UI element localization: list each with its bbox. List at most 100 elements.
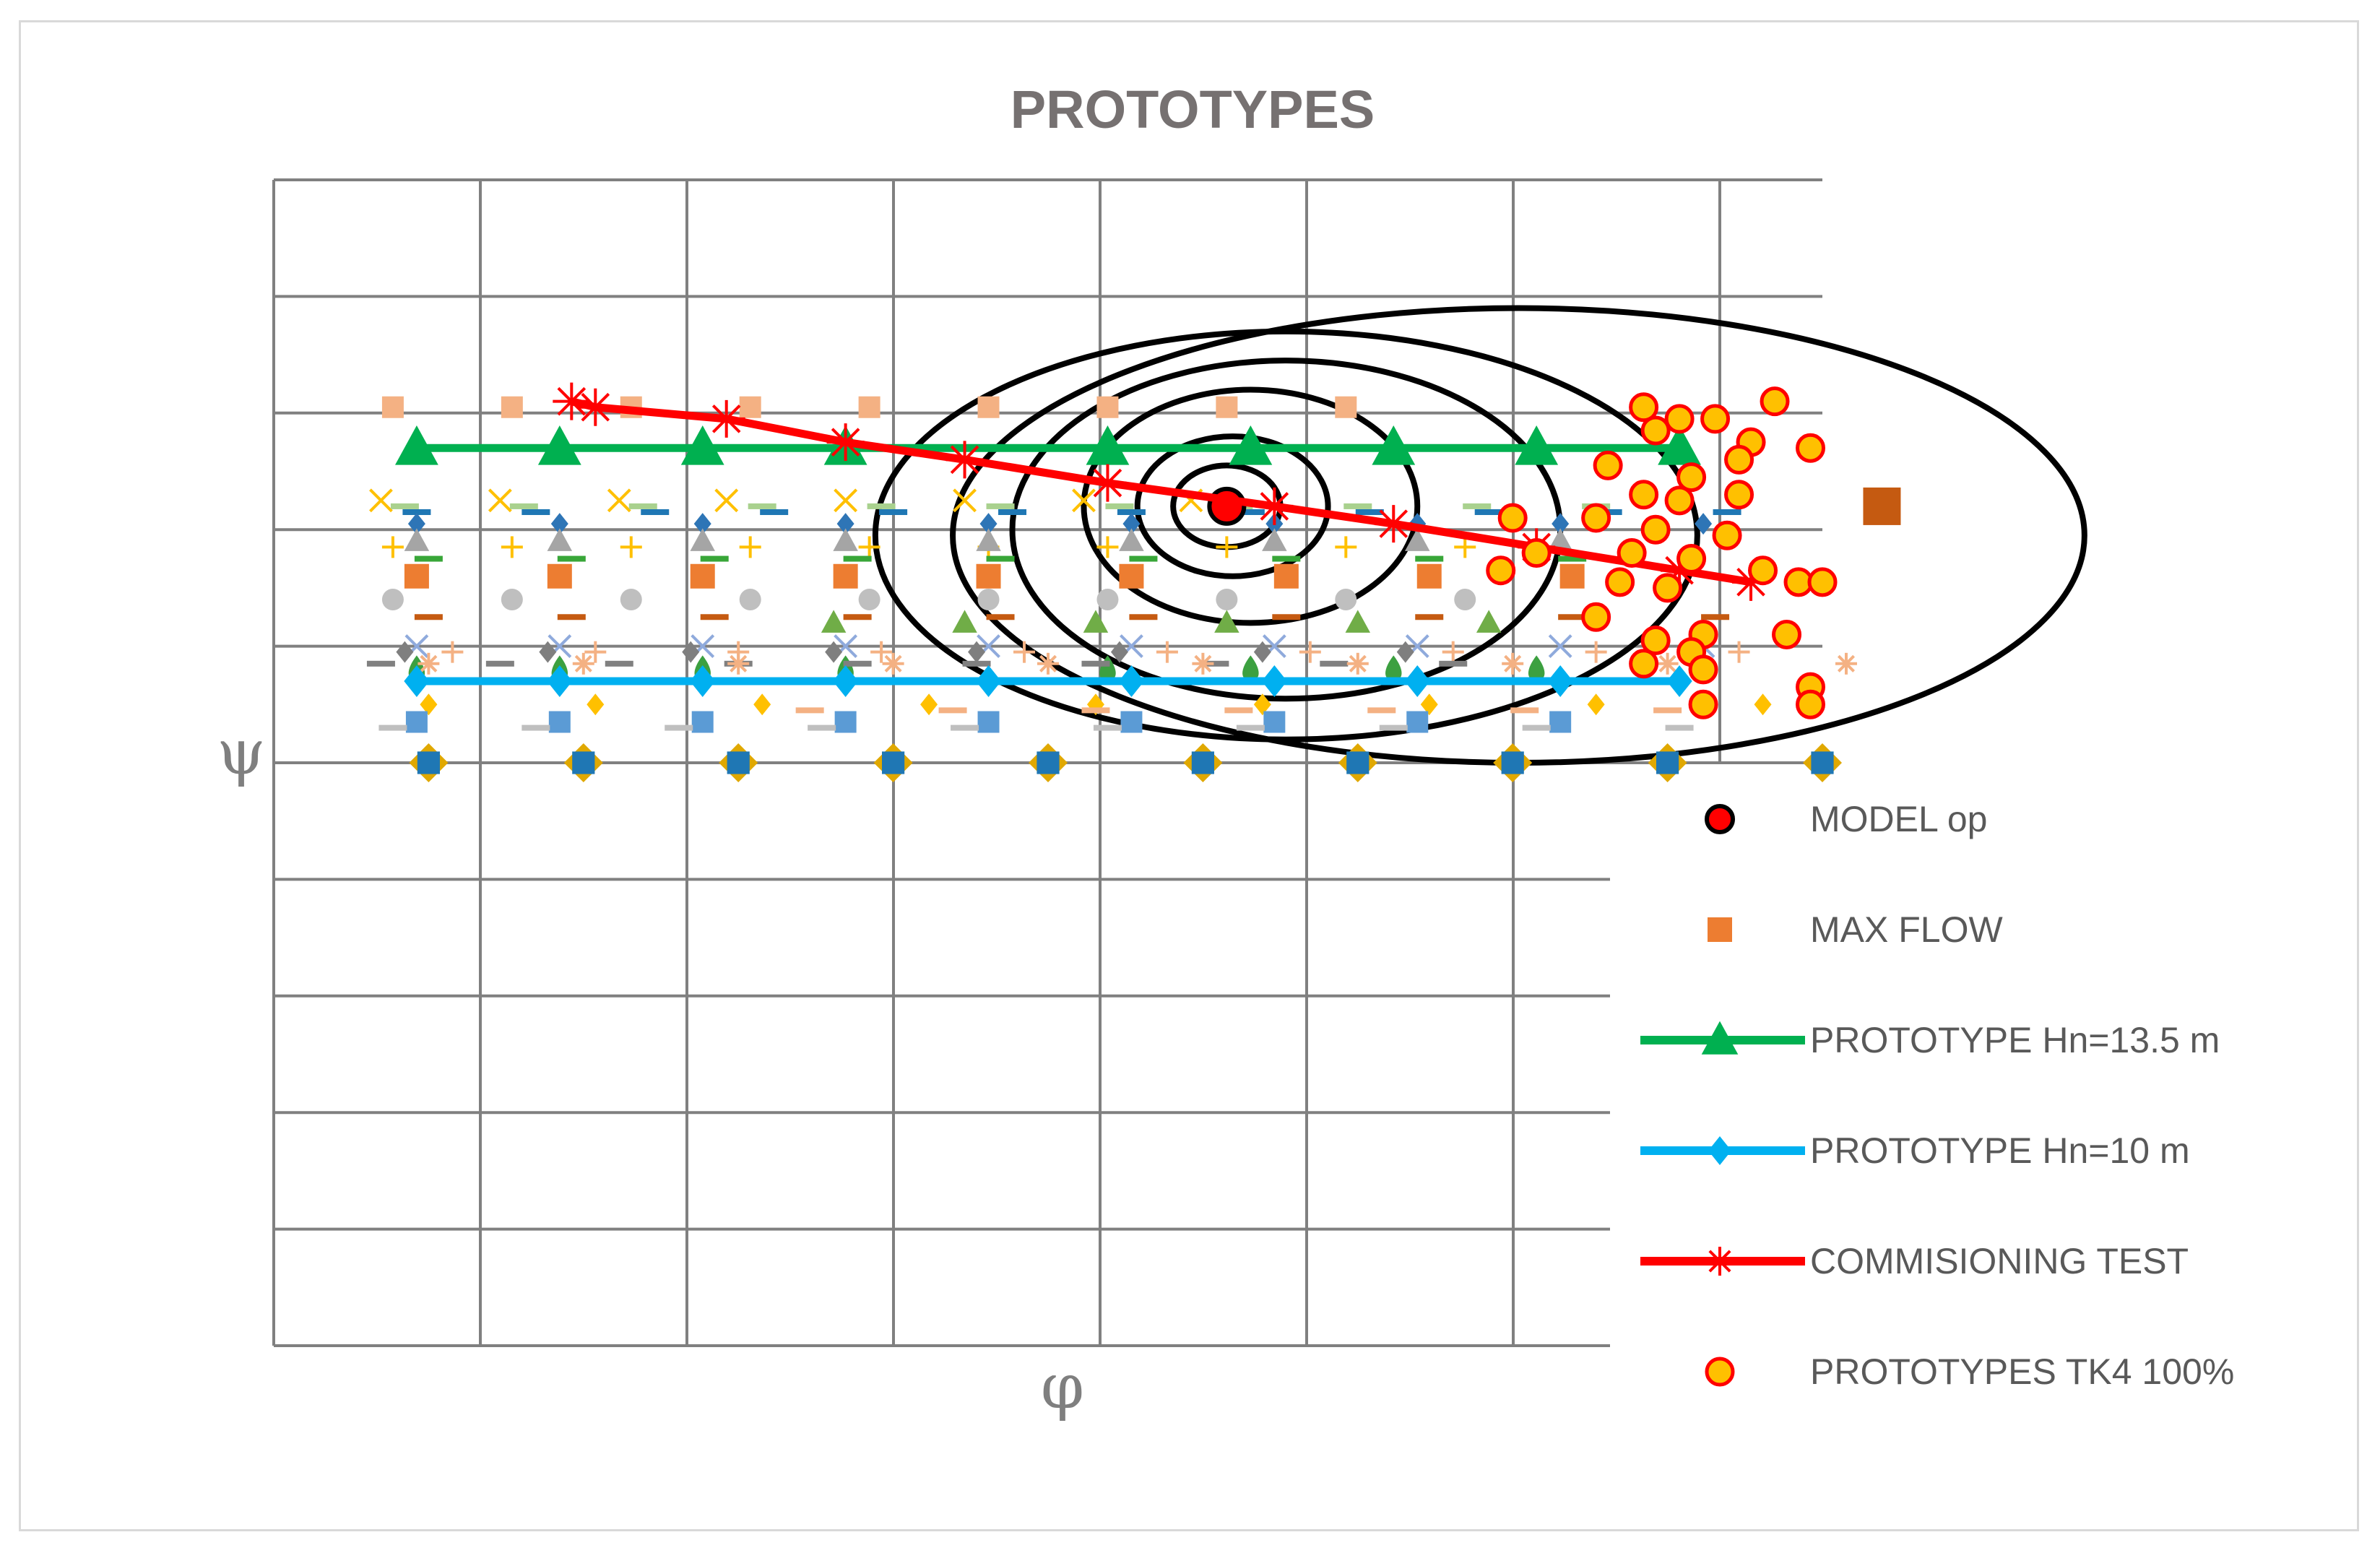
marker-circle bbox=[1629, 392, 1659, 423]
marker-dash bbox=[1236, 509, 1265, 515]
marker-dash bbox=[843, 555, 872, 562]
marker-square bbox=[404, 563, 429, 589]
marker-asterisk-stroke bbox=[1708, 1250, 1731, 1273]
marker-triangle bbox=[1405, 528, 1430, 551]
marker-circle bbox=[1617, 537, 1647, 568]
marker-circle bbox=[1772, 619, 1802, 649]
marker-square bbox=[1335, 396, 1357, 418]
marker-dash bbox=[1522, 724, 1551, 731]
contour-ellipse bbox=[872, 328, 1700, 743]
marker-plus bbox=[620, 536, 642, 558]
marker-triangle bbox=[1086, 425, 1130, 465]
marker-triangle bbox=[1083, 610, 1109, 633]
marker-triangle bbox=[1476, 610, 1502, 633]
marker-diamond bbox=[407, 513, 425, 535]
marker-x bbox=[834, 488, 858, 513]
marker-square bbox=[1191, 751, 1214, 774]
marker-circle bbox=[620, 589, 642, 611]
marker-circle bbox=[1581, 503, 1611, 533]
marker-triangle bbox=[690, 528, 715, 551]
marker-drop bbox=[1385, 655, 1402, 680]
marker-asterisk-stroke bbox=[884, 654, 902, 672]
marker-circle bbox=[1664, 404, 1695, 434]
marker-x bbox=[369, 488, 393, 513]
marker-circle bbox=[1486, 555, 1516, 586]
marker-plus bbox=[441, 641, 464, 663]
marker-x-stroke bbox=[953, 488, 977, 513]
marker-square bbox=[691, 711, 714, 733]
marker-square bbox=[833, 563, 858, 589]
marker-dash bbox=[951, 724, 979, 731]
marker-plus bbox=[584, 641, 607, 663]
marker-dash bbox=[1236, 724, 1265, 731]
marker-square bbox=[1119, 563, 1144, 589]
marker-asterisk-stroke bbox=[1194, 654, 1212, 672]
marker-dash bbox=[1439, 660, 1468, 667]
marker-diamond bbox=[920, 693, 938, 716]
marker-asterisk-stroke bbox=[711, 405, 741, 433]
marker-square bbox=[547, 563, 572, 589]
marker-circle bbox=[1581, 602, 1611, 632]
marker-dash bbox=[986, 555, 1015, 562]
marker-plus bbox=[1585, 641, 1607, 663]
marker-dash bbox=[522, 724, 550, 731]
marker-diamond bbox=[836, 513, 854, 535]
marker-diamond bbox=[396, 641, 414, 663]
marker-asterisk bbox=[945, 441, 984, 479]
marker-asterisk bbox=[707, 399, 745, 438]
marker-dash bbox=[1701, 614, 1730, 620]
marker-dash bbox=[1510, 707, 1539, 714]
legend-label: PROTOTYPE Hn=13.5 m bbox=[1810, 1020, 2220, 1060]
marker-triangle bbox=[821, 610, 847, 633]
marker-asterisk bbox=[1255, 487, 1294, 525]
marker-dash bbox=[808, 724, 836, 731]
marker-dash bbox=[1105, 503, 1134, 509]
marker-triangle bbox=[537, 425, 581, 465]
marker-square bbox=[1120, 711, 1143, 733]
marker-asterisk bbox=[553, 382, 591, 420]
marker-triangle bbox=[395, 425, 438, 465]
marker-circle bbox=[1593, 450, 1623, 480]
marker-dash bbox=[1081, 660, 1110, 667]
marker-plus bbox=[501, 536, 523, 558]
marker-diamond bbox=[1695, 513, 1713, 535]
marker-circle bbox=[1605, 567, 1635, 597]
marker-asterisk-stroke bbox=[1093, 468, 1122, 498]
legend-item: COMMISIONING TEST bbox=[1640, 1241, 2189, 1281]
marker-dash bbox=[795, 707, 824, 714]
marker-dash bbox=[986, 614, 1015, 620]
marker-diamond bbox=[547, 665, 573, 698]
marker-circle bbox=[739, 589, 761, 611]
legend-label: PROTOTYPE Hn=10 m bbox=[1810, 1130, 2190, 1171]
marker-dash bbox=[1343, 503, 1372, 509]
marker-circle bbox=[1796, 689, 1826, 719]
marker-dash bbox=[1117, 509, 1146, 515]
marker-diamond bbox=[1396, 641, 1414, 663]
marker-square bbox=[1549, 711, 1572, 733]
marker-dash bbox=[378, 724, 407, 731]
marker-triangle bbox=[952, 610, 977, 633]
legend: MODEL op MAX FLOW PROTOTYPE Hn=13.5 m PROTO… bbox=[1640, 799, 2234, 1392]
marker-diamond bbox=[1708, 1136, 1731, 1165]
marker-asterisk-stroke bbox=[950, 445, 979, 475]
marker-x-stroke bbox=[1548, 634, 1572, 659]
marker-circle bbox=[1760, 386, 1790, 417]
marker-dash bbox=[1558, 614, 1587, 620]
marker-asterisk-stroke bbox=[1837, 654, 1856, 672]
marker-square bbox=[405, 711, 428, 733]
marker-asterisk-stroke bbox=[557, 386, 587, 416]
chart-svg: PROTOTYPES φ ψ MODEL op MAX FLOW PROTOTYPE… bbox=[217, 79, 2234, 1423]
marker-triangle bbox=[1372, 425, 1416, 465]
marker-x bbox=[488, 488, 512, 513]
marker-circle bbox=[1629, 649, 1659, 679]
marker-dash bbox=[1320, 660, 1349, 667]
marker-square bbox=[1263, 711, 1286, 733]
marker-square bbox=[1273, 563, 1299, 589]
marker-drop bbox=[1242, 655, 1259, 680]
marker-asterisk-stroke bbox=[730, 654, 748, 672]
marker-triangle bbox=[1229, 425, 1273, 465]
marker-plus bbox=[1335, 536, 1357, 558]
marker-dash bbox=[1379, 724, 1408, 731]
marker-circle bbox=[1096, 589, 1119, 611]
marker-x bbox=[1072, 488, 1096, 513]
